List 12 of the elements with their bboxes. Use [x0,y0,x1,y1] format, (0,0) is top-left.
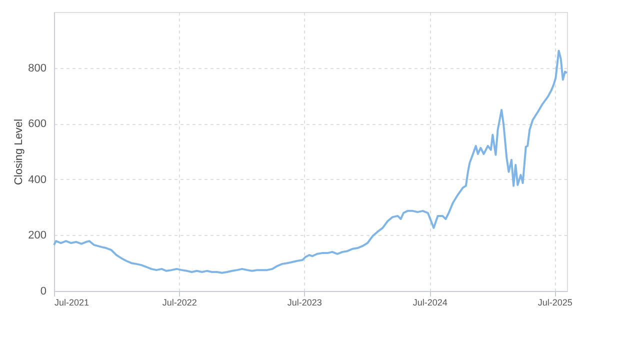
x-tick-label: Jul-2025 [538,298,572,308]
x-tick-label: Jul-2022 [162,298,197,308]
line-series [53,50,568,274]
x-tick-label: Jul-2021 [54,298,90,308]
y-axis-title: Closing Level [13,118,26,186]
y-tick-label: 800 [28,62,46,74]
y-tick-label: 0 [40,286,46,298]
y-tick-label: 600 [28,118,46,130]
y-tick-label: 200 [28,230,46,242]
y-tick-label: 400 [28,174,46,186]
x-tick-label: Jul-2023 [287,298,322,308]
x-tick-label: Jul-2024 [412,298,448,308]
